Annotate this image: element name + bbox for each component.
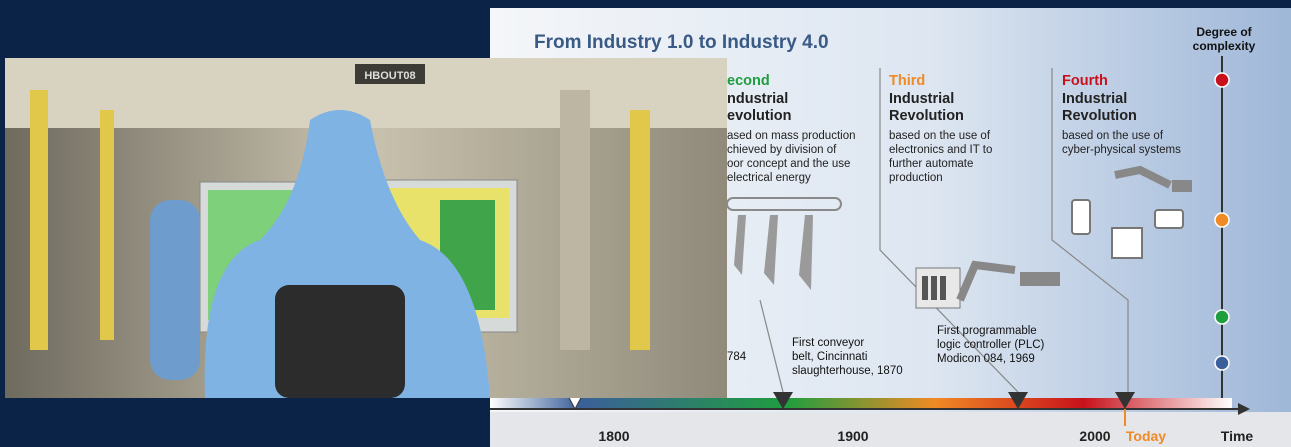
event-label: 784 — [727, 351, 747, 363]
revolution-description: electrical energy — [727, 172, 811, 184]
slide: From Industry 1.0 to Industry 4.0 Degree… — [0, 0, 1291, 447]
revolution-heading: Third — [889, 73, 925, 89]
revolution-description: further automate — [889, 158, 973, 170]
revolution-description: based on the use of — [1062, 130, 1164, 142]
complexity-dot — [1215, 213, 1229, 227]
revolution-heading: Industrial — [1062, 91, 1127, 107]
year-label: 1900 — [837, 428, 868, 444]
event-label: logic controller (PLC) — [937, 339, 1045, 351]
revolution-heading: Revolution — [1062, 108, 1137, 124]
title: From Industry 1.0 to Industry 4.0 — [534, 32, 829, 53]
photo: HBOUT08 — [5, 58, 727, 398]
revolution-heading: econd — [727, 73, 770, 89]
revolution-heading: Revolution — [889, 108, 964, 124]
revolution-description: based on the use of — [889, 130, 991, 142]
revolution-description: oor concept and the use — [727, 158, 850, 170]
complexity-dot — [1215, 356, 1229, 370]
today-label: Today — [1126, 428, 1166, 444]
event-label: slaughterhouse, 1870 — [792, 365, 903, 377]
page: From Industry 1.0 to Industry 4.0 Degree… — [0, 0, 1291, 447]
year-label: 2000 — [1079, 428, 1110, 444]
event-label: First conveyor — [792, 337, 864, 349]
revolution-description: production — [889, 172, 943, 184]
event-label: Modicon 084, 1969 — [937, 353, 1035, 365]
complexity-label: complexity — [1193, 39, 1256, 53]
complexity-dot — [1215, 310, 1229, 324]
event-label: First programmable — [937, 325, 1037, 337]
revolution-description: chieved by division of — [727, 144, 837, 156]
year-label: 1800 — [598, 428, 629, 444]
revolution-heading: ndustrial — [727, 91, 788, 107]
axis-label: Time — [1221, 428, 1254, 444]
complexity-label: Degree of — [1196, 25, 1252, 39]
photo-sign: HBOUT08 — [364, 70, 415, 82]
revolution-heading: evolution — [727, 108, 791, 124]
revolution-description: ased on mass production — [727, 130, 856, 142]
revolution-heading: Fourth — [1062, 73, 1108, 89]
revolution-heading: Industrial — [889, 91, 954, 107]
revolution-description: electronics and IT to — [889, 144, 992, 156]
event-label: belt, Cincinnati — [792, 351, 867, 363]
complexity-dot — [1215, 73, 1229, 87]
revolution-description: cyber-physical systems — [1062, 144, 1181, 156]
